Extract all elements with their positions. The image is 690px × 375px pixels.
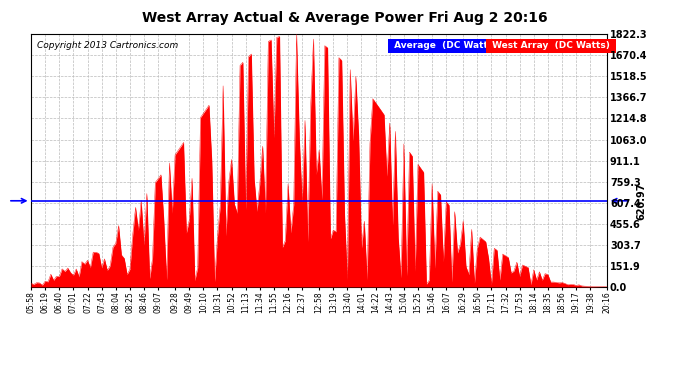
Text: 620.97: 620.97 [0, 182, 2, 219]
Text: West Array Actual & Average Power Fri Aug 2 20:16: West Array Actual & Average Power Fri Au… [142, 11, 548, 25]
Text: West Array  (DC Watts): West Array (DC Watts) [489, 41, 613, 50]
Text: Copyright 2013 Cartronics.com: Copyright 2013 Cartronics.com [37, 41, 178, 50]
Text: 620.97: 620.97 [636, 182, 646, 219]
Text: Average  (DC Watts): Average (DC Watts) [391, 41, 501, 50]
